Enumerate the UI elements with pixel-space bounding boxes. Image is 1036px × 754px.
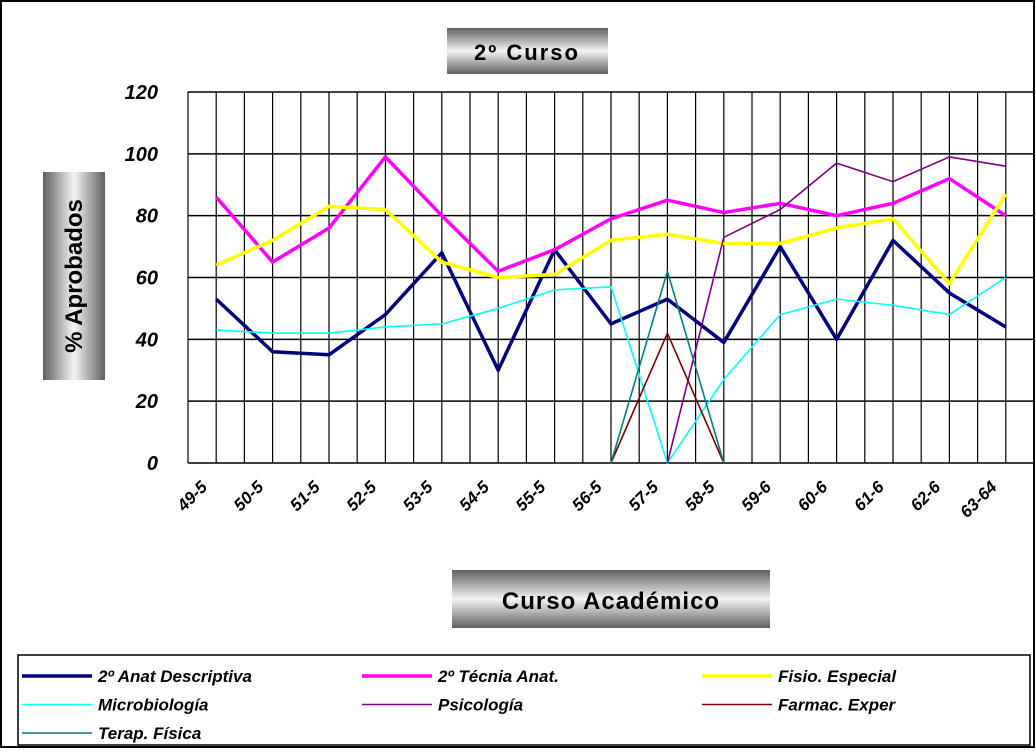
y-tick-label: 0	[147, 453, 158, 475]
legend-label: 2º Anat Descriptiva	[97, 667, 252, 686]
series-line	[216, 276, 1007, 464]
series-line	[610, 332, 725, 464]
y-tick-label: 20	[135, 391, 158, 413]
chart-title: 2º Curso	[474, 40, 580, 65]
y-tick-label: 120	[125, 82, 158, 104]
y-tick-label: 80	[136, 206, 158, 228]
series-line	[215, 193, 1008, 286]
legend-label: Terap. Física	[98, 724, 201, 743]
legend	[17, 654, 1031, 746]
series-line	[610, 270, 725, 464]
series-line	[215, 238, 1007, 372]
title-box	[447, 28, 608, 74]
legend-label: Psicología	[438, 696, 523, 715]
series-line	[666, 156, 1006, 464]
y-tick-label: 60	[136, 268, 158, 290]
y-tick-label: 40	[135, 329, 158, 351]
x-label-box	[452, 570, 770, 628]
legend-label: Farmac. Exper	[778, 696, 897, 715]
y-tick-label: 100	[125, 144, 158, 166]
series-line	[214, 155, 1007, 274]
legend-label: Microbiología	[98, 696, 209, 715]
legend-label: 2º Técnia Anat.	[437, 667, 559, 686]
y-label-box	[43, 172, 105, 380]
x-axis-label: Curso Académico	[502, 588, 720, 615]
legend-label: Fisio. Especial	[778, 667, 897, 686]
y-axis-label: % Aprobados	[61, 199, 88, 353]
